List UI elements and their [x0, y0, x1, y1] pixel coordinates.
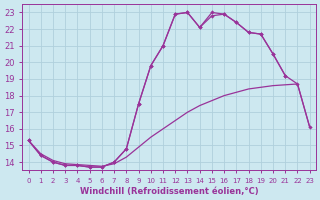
- X-axis label: Windchill (Refroidissement éolien,°C): Windchill (Refroidissement éolien,°C): [80, 187, 259, 196]
